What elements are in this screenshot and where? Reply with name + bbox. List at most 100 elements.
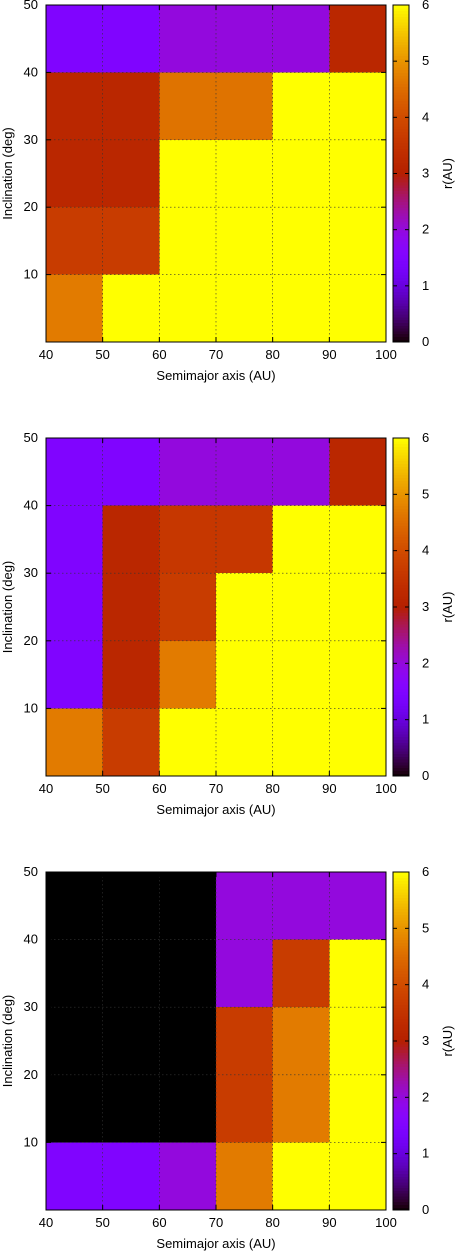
colorbar-segment bbox=[393, 528, 409, 532]
colorbar-segment bbox=[393, 516, 409, 521]
colorbar-segment bbox=[393, 573, 409, 577]
x-tick-label: 80 bbox=[265, 1215, 279, 1230]
colorbar-segment bbox=[393, 63, 409, 68]
colorbar-segment bbox=[393, 539, 409, 543]
colorbar-segment bbox=[393, 1207, 409, 1211]
colorbar-segment bbox=[393, 626, 409, 631]
colorbar-segment bbox=[393, 894, 409, 898]
y-tick-label: 40 bbox=[24, 498, 38, 513]
colorbar-segment bbox=[393, 688, 409, 693]
colorbar-segment bbox=[393, 232, 409, 236]
colorbar-segment bbox=[393, 165, 409, 169]
colorbar-segment bbox=[393, 72, 409, 76]
colorbar-segment bbox=[393, 773, 409, 777]
colorbar-segment bbox=[393, 294, 409, 298]
colorbar-segment bbox=[393, 80, 409, 85]
colorbar-segment bbox=[393, 607, 409, 611]
colorbar-segment bbox=[393, 908, 409, 913]
colorbar-segment bbox=[393, 1119, 409, 1124]
colorbar-segment bbox=[393, 488, 409, 493]
colorbar-segment bbox=[393, 1145, 409, 1149]
colorbar-segment bbox=[393, 1133, 409, 1138]
colorbar-segment bbox=[393, 274, 409, 279]
colorbar-segment bbox=[393, 120, 409, 124]
colorbar-segment bbox=[393, 976, 409, 980]
colorbar-segment bbox=[393, 1035, 409, 1039]
colorbar-segment bbox=[393, 888, 409, 893]
colorbar-tick-label: 3 bbox=[422, 1033, 429, 1048]
colorbar-segment bbox=[393, 204, 409, 208]
colorbar-segment bbox=[393, 1071, 409, 1076]
colorbar-segment bbox=[393, 1125, 409, 1129]
colorbar-segment bbox=[393, 928, 409, 932]
colorbar-segment bbox=[393, 872, 409, 876]
colorbar-segment bbox=[393, 266, 409, 270]
colorbar-segment bbox=[393, 1162, 409, 1166]
colorbar-segment bbox=[393, 635, 409, 639]
colorbar-segment bbox=[393, 1108, 409, 1113]
y-tick-label: 50 bbox=[24, 864, 38, 879]
colorbar-segment bbox=[393, 1173, 409, 1177]
heatmap-cell bbox=[329, 438, 386, 506]
colorbar-segment bbox=[393, 221, 409, 225]
colorbar-segment bbox=[393, 10, 409, 15]
colorbar-segment bbox=[393, 1018, 409, 1022]
colorbar-segment bbox=[393, 618, 409, 622]
x-axis-label: Semimajor axis (AU) bbox=[156, 1236, 275, 1251]
colorbar-segment bbox=[393, 1187, 409, 1191]
colorbar-segment bbox=[393, 629, 409, 633]
colorbar-segment bbox=[393, 640, 409, 645]
colorbar-segment bbox=[393, 945, 409, 949]
colorbar-segment bbox=[393, 953, 409, 958]
colorbar-segment bbox=[393, 69, 409, 73]
x-tick-label: 100 bbox=[375, 1215, 397, 1230]
colorbar-segment bbox=[393, 1156, 409, 1160]
colorbar-segment bbox=[393, 719, 409, 724]
colorbar-segment bbox=[393, 621, 409, 625]
colorbar-segment bbox=[393, 668, 409, 673]
colorbar-segment bbox=[393, 333, 409, 337]
colorbar-segment bbox=[393, 877, 409, 882]
colorbar-segment bbox=[393, 1139, 409, 1143]
heatmap-cell bbox=[216, 640, 386, 709]
colorbar-segment bbox=[393, 339, 409, 343]
colorbar-segment bbox=[393, 92, 409, 96]
colorbar-segment bbox=[393, 243, 409, 248]
y-tick-label: 20 bbox=[24, 1067, 38, 1082]
colorbar-segment bbox=[393, 100, 409, 104]
colorbar-segment bbox=[393, 993, 409, 997]
colorbar-segment bbox=[393, 694, 409, 698]
colorbar-segment bbox=[393, 252, 409, 256]
colorbar-segment bbox=[393, 939, 409, 944]
colorbar-segment bbox=[393, 654, 409, 659]
colorbar-segment bbox=[393, 556, 409, 560]
colorbar-segment bbox=[393, 260, 409, 264]
colorbar-segment bbox=[393, 598, 409, 602]
colorbar-segment bbox=[393, 195, 409, 200]
colorbar-segment bbox=[393, 162, 409, 166]
colorbar-segment bbox=[393, 58, 409, 62]
x-tick-label: 90 bbox=[322, 347, 336, 362]
colorbar-segment bbox=[393, 330, 409, 335]
colorbar-segment bbox=[393, 117, 409, 121]
colorbar-segment bbox=[393, 114, 409, 118]
colorbar-segment bbox=[393, 1201, 409, 1205]
colorbar-segment bbox=[393, 739, 409, 743]
x-tick-label: 40 bbox=[39, 347, 53, 362]
colorbar-segment bbox=[393, 1052, 409, 1056]
colorbar-segment bbox=[393, 900, 409, 904]
colorbar-segment bbox=[393, 254, 409, 259]
colorbar-segment bbox=[393, 170, 409, 175]
colorbar-segment bbox=[393, 666, 409, 670]
colorbar-segment bbox=[393, 699, 409, 704]
heatmap-cell bbox=[329, 939, 386, 1008]
colorbar-segment bbox=[393, 601, 409, 605]
colorbar-segment bbox=[393, 742, 409, 746]
colorbar-segment bbox=[393, 623, 409, 628]
colorbar-segment bbox=[393, 990, 409, 994]
colorbar-segment bbox=[393, 1142, 409, 1146]
colorbar-segment bbox=[393, 460, 409, 464]
colorbar-segment bbox=[393, 1010, 409, 1014]
colorbar-segment bbox=[393, 874, 409, 879]
